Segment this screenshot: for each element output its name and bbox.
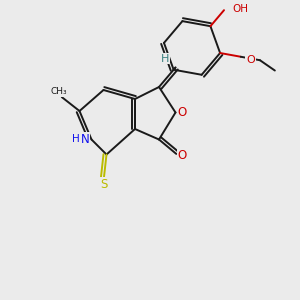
Text: CH₃: CH₃ <box>50 87 67 96</box>
Text: N: N <box>80 133 89 146</box>
Text: S: S <box>100 178 107 191</box>
Text: OH: OH <box>232 4 248 14</box>
Text: H: H <box>161 53 169 64</box>
Text: O: O <box>178 106 187 119</box>
Text: H: H <box>72 134 80 144</box>
Text: O: O <box>178 149 187 162</box>
Text: O: O <box>246 55 255 65</box>
